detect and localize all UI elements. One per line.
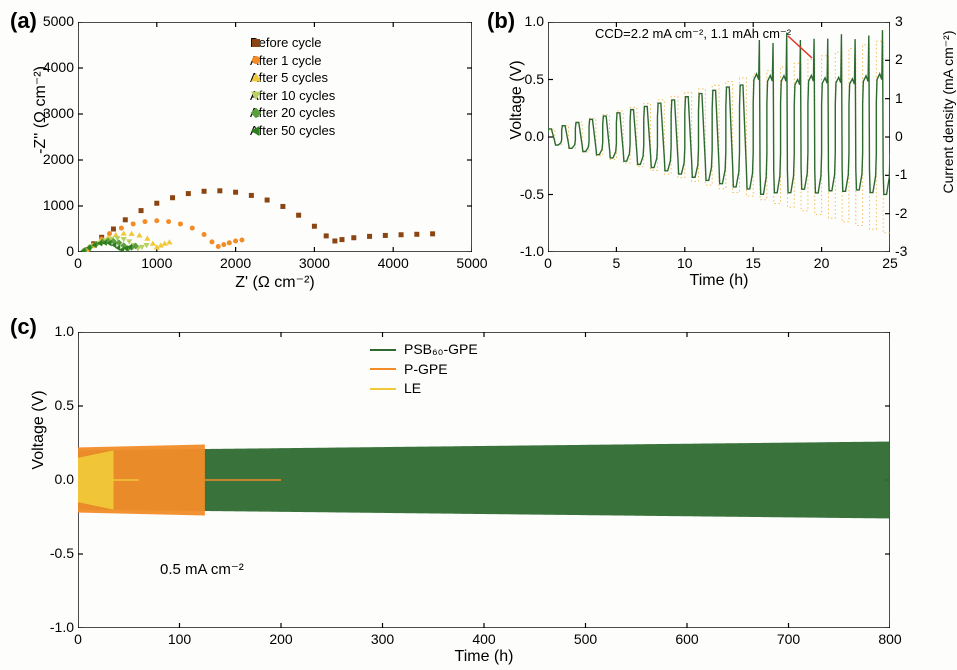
tick: 0.0 [508,128,544,144]
tick: 2000 [211,255,261,271]
panel-c-plot [78,332,890,628]
panel-a-x-label: Z' (Ω cm⁻²) [78,272,472,292]
legend-item: P-GPE [370,360,478,380]
tick: -0.5 [508,186,544,202]
panel-a-legend: Before cycleAfter 1 cycleAfter 5 cyclesA… [250,34,335,139]
tick: -3 [895,243,919,259]
tick: 0.0 [34,471,74,487]
tick: 20 [802,255,842,271]
panel-b-x-label: Time (h) [548,272,890,290]
tick: 400 [459,631,509,647]
legend-item: LE [370,379,478,399]
tick: -1 [895,166,919,182]
legend-item: After 1 cycle [250,52,335,70]
panel-c-legend: PSB₆₀-GPEP-GPELE [370,340,478,399]
panel-b-y-left-label: Voltage (V) [508,20,526,180]
legend-item: After 10 cycles [250,87,335,105]
tick: 0 [895,128,919,144]
tick: 15 [733,255,773,271]
tick: 10 [665,255,705,271]
legend-item: Before cycle [250,34,335,52]
tick: 1000 [132,255,182,271]
tick: 4000 [30,59,74,75]
tick: 5000 [30,13,74,29]
tick: 600 [662,631,712,647]
tick: -1.0 [34,619,74,635]
panel-c-y-label: Voltage (V) [30,330,48,530]
panel-b-y-right-label: Current density (mA cm⁻²) [940,0,957,232]
tick: 800 [865,631,915,647]
tick: 3000 [289,255,339,271]
tick: 0.5 [508,71,544,87]
tick: 1.0 [34,323,74,339]
tick: 2 [895,51,919,67]
tick: 1000 [30,197,74,213]
legend-item: After 20 cycles [250,104,335,122]
tick: 500 [561,631,611,647]
tick: 3000 [30,105,74,121]
tick: 2000 [30,151,74,167]
tick: 0 [30,243,74,259]
tick: -2 [895,205,919,221]
tick: -1.0 [508,243,544,259]
legend-item: PSB₆₀-GPE [370,340,478,360]
tick: 300 [358,631,408,647]
panel-b-annotation: CCD=2.2 mA cm⁻², 1.1 mAh cm⁻² [595,26,855,42]
panel-b-plot [548,22,890,252]
tick: 100 [155,631,205,647]
tick: 1 [895,90,919,106]
panel-c-x-label: Time (h) [78,648,890,666]
tick: 4000 [368,255,418,271]
legend-item: After 50 cycles [250,122,335,140]
tick: 1.0 [508,13,544,29]
legend-item: After 5 cycles [250,69,335,87]
tick: 5 [596,255,636,271]
tick: 200 [256,631,306,647]
panel-c-annotation: 0.5 mA cm⁻² [160,560,244,578]
tick: 700 [764,631,814,647]
tick: 0.5 [34,397,74,413]
tick: 3 [895,13,919,29]
tick: -0.5 [34,545,74,561]
tick: 5000 [447,255,497,271]
